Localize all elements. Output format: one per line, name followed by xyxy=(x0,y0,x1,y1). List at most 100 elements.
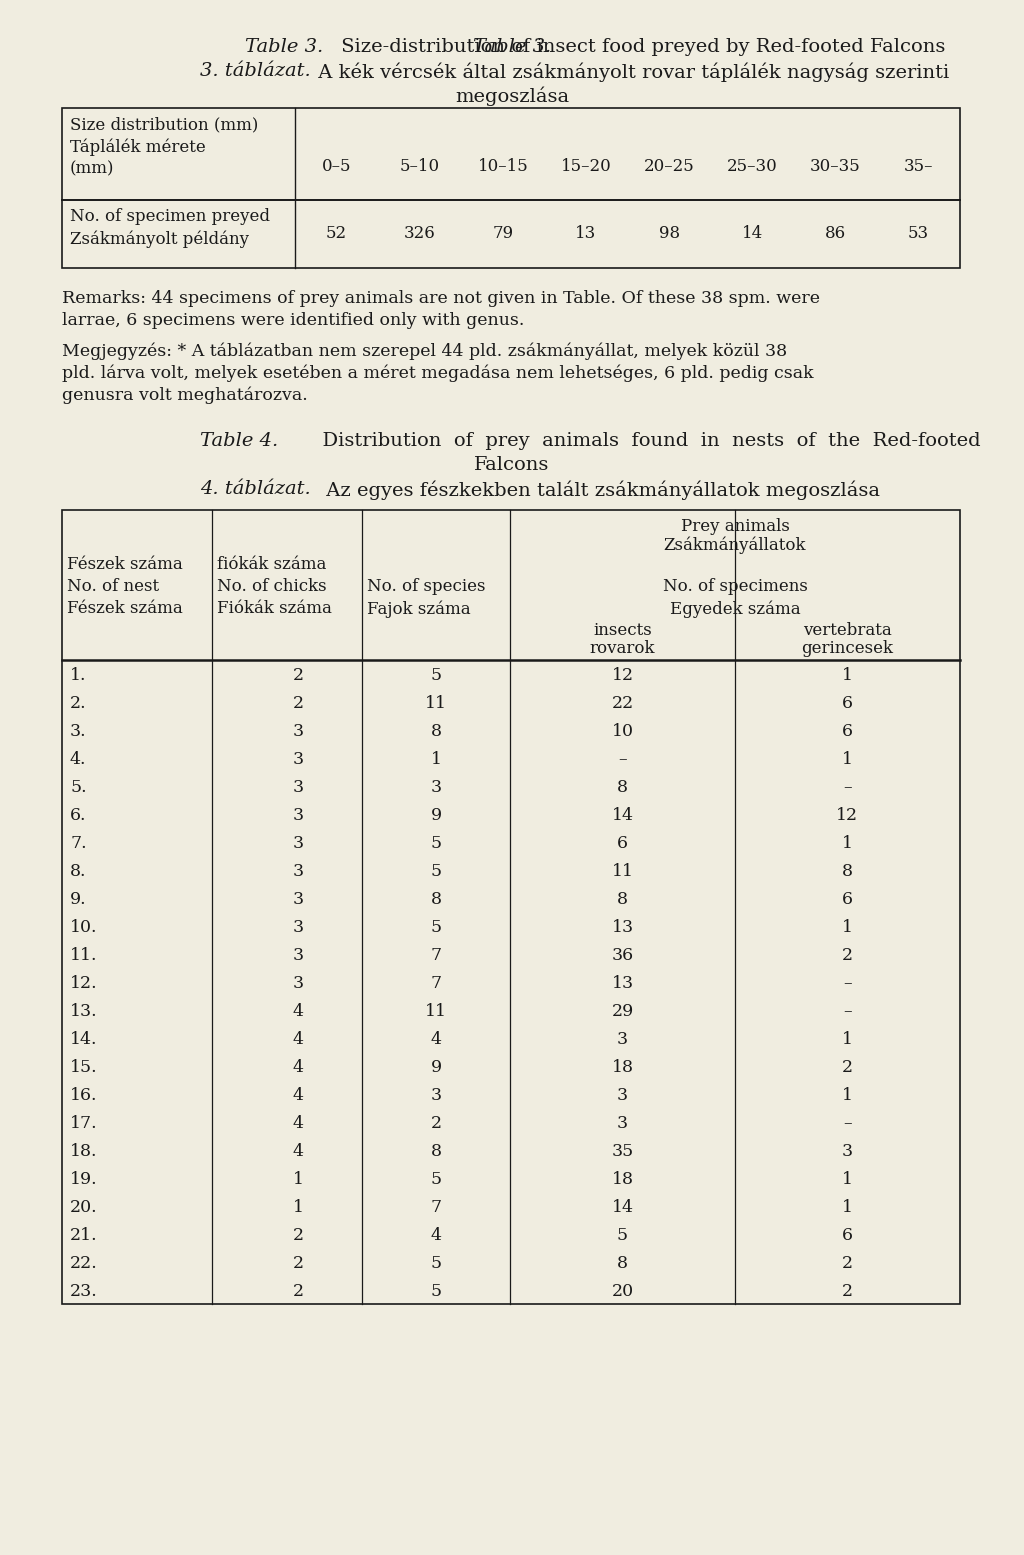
Text: 1: 1 xyxy=(842,1087,853,1104)
Text: –: – xyxy=(843,975,852,992)
Text: 6.: 6. xyxy=(70,807,86,824)
Text: 8: 8 xyxy=(430,1143,441,1160)
Text: 2: 2 xyxy=(293,1283,303,1300)
Text: 22.: 22. xyxy=(70,1255,97,1272)
Text: 35–: 35– xyxy=(904,159,933,176)
Text: Fajok száma: Fajok száma xyxy=(367,600,471,617)
Text: 5.: 5. xyxy=(70,779,87,796)
Text: No. of specimens: No. of specimens xyxy=(663,578,808,596)
Text: 52: 52 xyxy=(326,225,347,243)
Text: 326: 326 xyxy=(403,225,435,243)
Text: 8: 8 xyxy=(617,779,628,796)
Text: pld. lárva volt, melyek esetében a méret megadása nem lehetséges, 6 pld. pedig c: pld. lárva volt, melyek esetében a méret… xyxy=(62,364,814,381)
Text: 7.: 7. xyxy=(70,835,87,852)
Text: 7: 7 xyxy=(430,975,441,992)
Text: Table 4.: Table 4. xyxy=(200,432,279,449)
Text: –: – xyxy=(843,1003,852,1020)
Text: 2: 2 xyxy=(842,1255,853,1272)
Text: 15–20: 15–20 xyxy=(560,159,611,176)
Text: 3: 3 xyxy=(293,863,303,880)
Text: 13: 13 xyxy=(611,919,634,936)
Text: 5–10: 5–10 xyxy=(399,159,439,176)
Text: 5: 5 xyxy=(430,667,441,684)
Text: 5: 5 xyxy=(430,863,441,880)
Text: No. of nest: No. of nest xyxy=(67,578,159,596)
Text: 35: 35 xyxy=(611,1143,634,1160)
Text: 10–15: 10–15 xyxy=(477,159,528,176)
Text: No. of species: No. of species xyxy=(367,578,485,596)
Text: 19.: 19. xyxy=(70,1171,97,1188)
Text: 13: 13 xyxy=(575,225,597,243)
Text: 3: 3 xyxy=(842,1143,853,1160)
Text: Falcons: Falcons xyxy=(474,456,550,474)
Text: 14: 14 xyxy=(611,1199,634,1216)
Text: genusra volt meghatározva.: genusra volt meghatározva. xyxy=(62,386,308,403)
Text: 98: 98 xyxy=(658,225,680,243)
Text: 3: 3 xyxy=(293,919,303,936)
Text: 14: 14 xyxy=(611,807,634,824)
Text: Fészek száma: Fészek száma xyxy=(67,600,182,617)
Text: Az egyes fészkekben talált zsákmányállatok megoszlása: Az egyes fészkekben talált zsákmányállat… xyxy=(319,480,880,499)
Text: 6: 6 xyxy=(842,1227,853,1244)
Text: 2: 2 xyxy=(293,695,303,712)
Text: 17.: 17. xyxy=(70,1115,97,1132)
Text: 5: 5 xyxy=(430,835,441,852)
Text: 5: 5 xyxy=(616,1227,628,1244)
Text: larrae, 6 specimens were identified only with genus.: larrae, 6 specimens were identified only… xyxy=(62,313,524,330)
Text: 4: 4 xyxy=(293,1115,303,1132)
Text: 5: 5 xyxy=(430,1171,441,1188)
Text: 1: 1 xyxy=(842,1199,853,1216)
Text: 8: 8 xyxy=(617,1255,628,1272)
Text: 6: 6 xyxy=(842,723,853,740)
Text: 5: 5 xyxy=(430,1283,441,1300)
Text: Size-distribution of insect food preyed by Red-footed Falcons: Size-distribution of insect food preyed … xyxy=(335,37,945,56)
Text: 1: 1 xyxy=(842,751,853,768)
Text: 18.: 18. xyxy=(70,1143,97,1160)
Text: 4: 4 xyxy=(430,1227,441,1244)
Text: 4: 4 xyxy=(430,1031,441,1048)
Text: 2: 2 xyxy=(842,1059,853,1076)
Text: Egyedek száma: Egyedek száma xyxy=(670,600,801,617)
Text: 15.: 15. xyxy=(70,1059,97,1076)
Text: 8.: 8. xyxy=(70,863,86,880)
Text: 12: 12 xyxy=(837,807,858,824)
Bar xyxy=(62,107,961,267)
Text: 1: 1 xyxy=(842,1171,853,1188)
Text: Remarks: 44 specimens of prey animals are not given in Table. Of these 38 spm. w: Remarks: 44 specimens of prey animals ar… xyxy=(62,289,820,306)
Text: 0–5: 0–5 xyxy=(322,159,351,176)
Text: 14: 14 xyxy=(741,225,763,243)
Text: 4. táblázat.: 4. táblázat. xyxy=(200,480,310,498)
Text: 3. táblázat.: 3. táblázat. xyxy=(200,62,310,79)
Text: 8: 8 xyxy=(617,891,628,908)
Text: 3: 3 xyxy=(293,723,303,740)
Text: 3: 3 xyxy=(430,1087,441,1104)
Text: 13.: 13. xyxy=(70,1003,97,1020)
Text: 2.: 2. xyxy=(70,695,87,712)
Text: fiókák száma: fiókák száma xyxy=(217,557,327,572)
Text: 1: 1 xyxy=(842,667,853,684)
Text: 53: 53 xyxy=(908,225,929,243)
Text: 2: 2 xyxy=(293,1255,303,1272)
Text: 21.: 21. xyxy=(70,1227,97,1244)
Text: 2: 2 xyxy=(293,667,303,684)
Text: 23.: 23. xyxy=(70,1283,97,1300)
Text: 4: 4 xyxy=(293,1143,303,1160)
Text: 13: 13 xyxy=(611,975,634,992)
Text: 1: 1 xyxy=(842,1031,853,1048)
Text: 11: 11 xyxy=(425,1003,447,1020)
Text: 4: 4 xyxy=(293,1059,303,1076)
Text: –: – xyxy=(843,779,852,796)
Text: Táplálék mérete: Táplálék mérete xyxy=(70,138,206,156)
Text: 7: 7 xyxy=(430,1199,441,1216)
Text: 4.: 4. xyxy=(70,751,86,768)
Text: insects: insects xyxy=(593,622,652,639)
Text: 6: 6 xyxy=(617,835,628,852)
Text: 7: 7 xyxy=(430,947,441,964)
Text: 1.: 1. xyxy=(70,667,86,684)
Text: 3: 3 xyxy=(293,835,303,852)
Text: 20–25: 20–25 xyxy=(644,159,694,176)
Text: 8: 8 xyxy=(842,863,853,880)
Text: 1: 1 xyxy=(293,1199,303,1216)
Text: Size distribution (mm): Size distribution (mm) xyxy=(70,117,258,134)
Text: 14.: 14. xyxy=(70,1031,97,1048)
